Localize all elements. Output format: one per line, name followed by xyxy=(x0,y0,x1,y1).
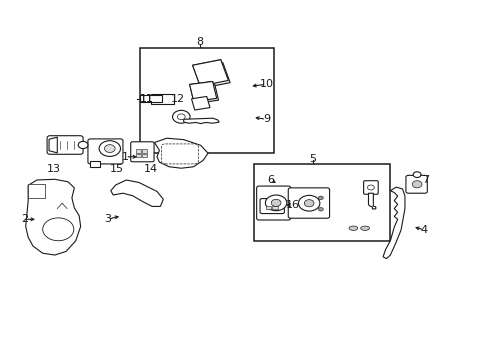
Circle shape xyxy=(177,114,185,120)
Polygon shape xyxy=(183,118,219,123)
FancyBboxPatch shape xyxy=(256,186,290,220)
Text: 10: 10 xyxy=(259,79,273,89)
FancyBboxPatch shape xyxy=(161,144,198,164)
Polygon shape xyxy=(195,63,230,88)
Text: 3: 3 xyxy=(103,214,111,224)
Text: 7: 7 xyxy=(421,175,428,185)
Polygon shape xyxy=(192,60,228,86)
Circle shape xyxy=(99,141,120,157)
Text: 6: 6 xyxy=(267,175,274,185)
Text: 8: 8 xyxy=(196,37,203,48)
Circle shape xyxy=(298,195,319,211)
Polygon shape xyxy=(192,84,218,103)
FancyBboxPatch shape xyxy=(47,136,83,154)
Text: 4: 4 xyxy=(420,225,427,235)
Circle shape xyxy=(367,185,373,190)
Circle shape xyxy=(172,111,190,123)
Bar xyxy=(265,206,271,209)
Polygon shape xyxy=(382,187,404,258)
Bar xyxy=(90,161,100,167)
Text: 2: 2 xyxy=(21,214,28,224)
Text: 16: 16 xyxy=(285,200,300,210)
FancyBboxPatch shape xyxy=(260,199,284,213)
Polygon shape xyxy=(192,60,228,86)
Text: 11: 11 xyxy=(140,94,154,104)
Circle shape xyxy=(42,218,74,241)
Circle shape xyxy=(411,181,421,188)
FancyBboxPatch shape xyxy=(363,181,377,194)
Bar xyxy=(135,154,141,157)
Circle shape xyxy=(318,207,323,211)
Bar xyxy=(140,95,162,102)
Polygon shape xyxy=(111,180,163,206)
Polygon shape xyxy=(368,193,375,209)
Polygon shape xyxy=(49,137,57,153)
Bar xyxy=(28,184,45,198)
Text: 15: 15 xyxy=(110,164,124,174)
Polygon shape xyxy=(191,96,209,110)
Bar xyxy=(142,154,147,157)
Ellipse shape xyxy=(348,226,357,230)
FancyBboxPatch shape xyxy=(287,188,329,218)
Text: 9: 9 xyxy=(262,114,269,124)
Text: 12: 12 xyxy=(170,94,184,104)
Circle shape xyxy=(304,200,313,207)
Text: 14: 14 xyxy=(144,164,158,174)
Text: 1: 1 xyxy=(122,152,129,162)
Circle shape xyxy=(104,145,115,153)
Bar xyxy=(272,206,277,209)
Bar xyxy=(140,48,273,153)
FancyBboxPatch shape xyxy=(405,175,427,193)
Polygon shape xyxy=(189,81,216,102)
Circle shape xyxy=(78,141,88,149)
Bar xyxy=(150,94,174,104)
Bar xyxy=(135,149,141,153)
Text: 11: 11 xyxy=(140,94,154,104)
Text: 13: 13 xyxy=(47,164,61,174)
Polygon shape xyxy=(154,138,207,168)
FancyBboxPatch shape xyxy=(88,139,122,164)
Bar xyxy=(142,149,147,153)
Bar xyxy=(254,164,389,241)
Polygon shape xyxy=(26,179,81,255)
FancyBboxPatch shape xyxy=(130,142,154,162)
Circle shape xyxy=(318,196,323,200)
Circle shape xyxy=(265,195,286,211)
Circle shape xyxy=(271,199,281,206)
Ellipse shape xyxy=(360,226,369,230)
Circle shape xyxy=(412,172,420,177)
Polygon shape xyxy=(189,81,216,102)
Text: 5: 5 xyxy=(308,154,315,163)
